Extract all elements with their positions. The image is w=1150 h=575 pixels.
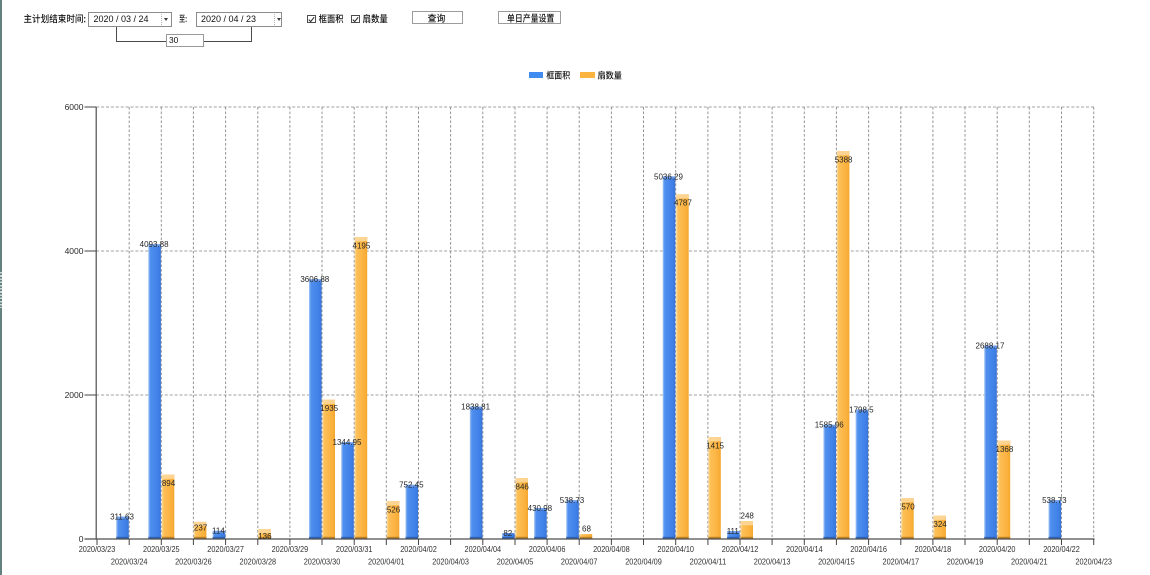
svg-text:2020/04/20: 2020/04/20 [979, 544, 1016, 554]
svg-text:2020/03/29: 2020/03/29 [272, 544, 309, 554]
svg-text:2020/04/16: 2020/04/16 [850, 544, 887, 554]
svg-text:0: 0 [79, 534, 84, 544]
svg-text:2020/04/01: 2020/04/01 [368, 557, 405, 567]
svg-text:846: 846 [516, 483, 530, 492]
svg-text:1935: 1935 [320, 404, 338, 413]
svg-text:2020/03/23: 2020/03/23 [79, 544, 116, 554]
svg-text:2020/03/26: 2020/03/26 [175, 557, 212, 567]
svg-text:68: 68 [582, 525, 591, 534]
svg-text:2020/04/18: 2020/04/18 [915, 544, 952, 554]
svg-text:311.63: 311.63 [110, 513, 134, 522]
svg-text:2020/04/13: 2020/04/13 [754, 557, 791, 567]
svg-text:2020/04/19: 2020/04/19 [947, 557, 984, 567]
svg-text:2020/04/11: 2020/04/11 [690, 557, 727, 567]
svg-text:538.73: 538.73 [1042, 496, 1067, 505]
svg-text:2020/04/05: 2020/04/05 [497, 557, 534, 567]
svg-text:2688.17: 2688.17 [976, 341, 1005, 350]
svg-text:4787: 4787 [674, 199, 692, 208]
svg-text:4195: 4195 [353, 241, 371, 250]
svg-text:2020/04/03: 2020/04/03 [432, 557, 469, 567]
svg-text:526: 526 [387, 506, 401, 515]
svg-text:3606.88: 3606.88 [300, 275, 329, 284]
svg-text:2020/04/07: 2020/04/07 [561, 557, 598, 567]
svg-text:570: 570 [901, 502, 915, 511]
svg-text:2020/03/25: 2020/03/25 [143, 544, 180, 554]
svg-text:324: 324 [933, 520, 947, 529]
svg-text:1798.5: 1798.5 [849, 405, 874, 414]
svg-text:1838.81: 1838.81 [461, 403, 490, 412]
svg-text:2020/04/10: 2020/04/10 [657, 544, 694, 554]
svg-text:2020/04/06: 2020/04/06 [529, 544, 566, 554]
svg-text:2020/04/08: 2020/04/08 [593, 544, 630, 554]
svg-text:2020/04/21: 2020/04/21 [1011, 557, 1048, 567]
svg-text:2020/03/30: 2020/03/30 [304, 557, 341, 567]
svg-text:2020/04/04: 2020/04/04 [465, 544, 502, 554]
svg-text:430.98: 430.98 [528, 504, 553, 513]
svg-text:2020/04/12: 2020/04/12 [722, 544, 759, 554]
svg-text:2020/03/24: 2020/03/24 [111, 557, 148, 567]
svg-text:2020/04/02: 2020/04/02 [400, 544, 437, 554]
svg-text:2020/04/23: 2020/04/23 [1075, 557, 1112, 567]
svg-text:136: 136 [258, 532, 272, 541]
svg-text:5036.29: 5036.29 [654, 172, 683, 181]
svg-text:2020/03/28: 2020/03/28 [240, 557, 277, 567]
svg-text:2020/04/17: 2020/04/17 [883, 557, 920, 567]
svg-text:894: 894 [162, 479, 176, 488]
svg-text:2000: 2000 [65, 390, 84, 400]
svg-text:538.73: 538.73 [560, 496, 585, 505]
svg-text:237: 237 [194, 523, 208, 532]
svg-text:4000: 4000 [65, 246, 84, 256]
svg-text:752.45: 752.45 [399, 481, 424, 490]
svg-text:2020/04/22: 2020/04/22 [1043, 544, 1080, 554]
svg-text:111: 111 [727, 527, 740, 536]
svg-text:2020/04/14: 2020/04/14 [786, 544, 823, 554]
svg-text:114: 114 [212, 527, 225, 536]
svg-text:2020/04/15: 2020/04/15 [818, 557, 855, 567]
svg-text:1368: 1368 [996, 445, 1014, 454]
svg-text:82: 82 [503, 529, 512, 538]
svg-text:248: 248 [741, 512, 755, 521]
svg-text:5388: 5388 [835, 156, 853, 165]
svg-text:4093.88: 4093.88 [140, 240, 169, 249]
svg-text:2020/03/31: 2020/03/31 [336, 544, 373, 554]
svg-text:2020/04/09: 2020/04/09 [625, 557, 662, 567]
svg-text:1585.96: 1585.96 [815, 421, 844, 430]
svg-text:1415: 1415 [706, 442, 724, 451]
svg-text:2020/03/27: 2020/03/27 [207, 544, 244, 554]
svg-text:1344.95: 1344.95 [333, 438, 362, 447]
svg-text:6000: 6000 [65, 102, 84, 112]
